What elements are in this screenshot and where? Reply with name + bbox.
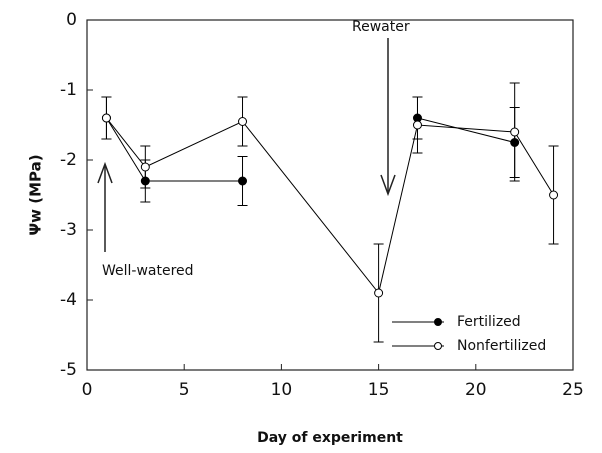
y-tick-label: -4	[60, 290, 77, 310]
y-tick-label: 0	[66, 10, 77, 30]
x-tick-label: 15	[368, 380, 390, 400]
data-point	[510, 138, 520, 147]
annotation: Well-watered	[102, 263, 194, 279]
plot-frame	[86, 19, 574, 371]
x-tick-label: 25	[562, 380, 584, 400]
x-tick-label: 0	[82, 380, 93, 400]
y-axis-label: Ψw (MPa)	[27, 154, 45, 235]
x-tick-label: 20	[465, 380, 487, 400]
data-point	[140, 176, 150, 186]
y-tick-label: -1	[60, 80, 77, 100]
data-point	[101, 113, 111, 123]
y-tick-label: -2	[60, 150, 77, 170]
data-point	[549, 190, 559, 200]
x-axis-label: Day of experiment	[257, 430, 403, 446]
legend-marker	[434, 342, 442, 350]
data-point	[412, 120, 422, 130]
rewater-arrowhead	[380, 174, 396, 197]
data-point	[374, 288, 384, 298]
data-point	[238, 176, 248, 186]
legend-label: Nonfertilized	[457, 338, 546, 354]
x-tick-label: 5	[179, 380, 190, 400]
annotation: Rewater	[352, 19, 410, 35]
data-point	[140, 162, 150, 172]
y-tick-label: -5	[60, 360, 77, 380]
legend-label: Fertilized	[457, 314, 521, 330]
data-point	[510, 127, 520, 137]
well-watered-arrowhead	[97, 161, 113, 184]
y-tick-label: -3	[60, 220, 77, 240]
data-point	[238, 117, 248, 126]
x-tick-label: 10	[271, 380, 293, 400]
legend-marker	[434, 318, 442, 326]
